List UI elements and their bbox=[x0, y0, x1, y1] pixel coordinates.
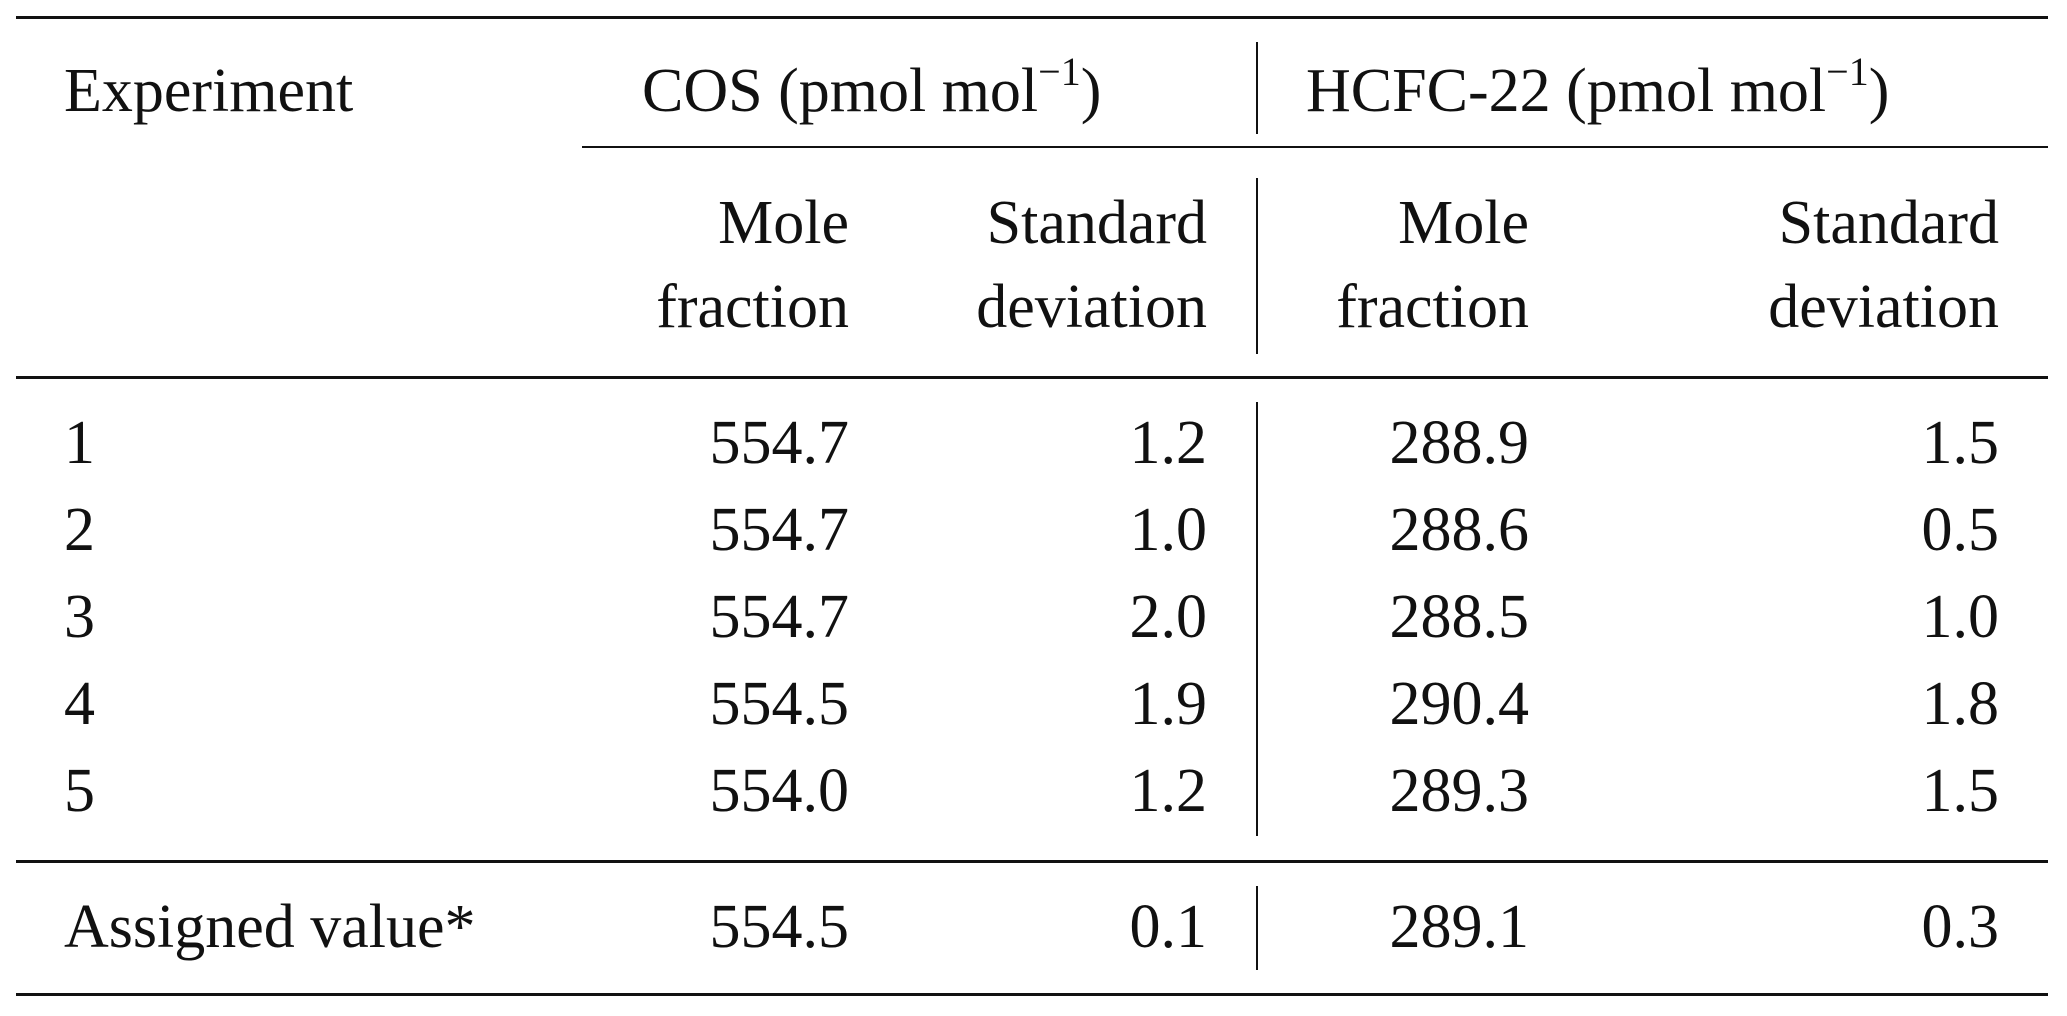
row-cos-mole: 554.7 bbox=[709, 496, 850, 564]
assigned-hcfc-mole: 289.1 bbox=[1389, 893, 1530, 961]
subheader-cos-mole-2: fraction bbox=[656, 273, 849, 341]
assigned-cos-sd: 0.1 bbox=[1129, 893, 1208, 961]
separator-subheader bbox=[1256, 178, 1258, 354]
subheader-cos-std-2: deviation bbox=[976, 273, 1207, 341]
assigned-hcfc-sd: 0.3 bbox=[1921, 893, 2000, 961]
row-experiment: 2 bbox=[64, 496, 95, 564]
header-experiment: Experiment bbox=[64, 57, 354, 125]
row-cos-sd: 1.0 bbox=[1129, 496, 1208, 564]
subheader-cos-std-1: Standard bbox=[986, 189, 1207, 257]
separator-summary bbox=[1256, 886, 1258, 970]
separator-body bbox=[1256, 402, 1258, 836]
group-underline bbox=[582, 146, 2048, 148]
row-cos-sd: 2.0 bbox=[1129, 583, 1208, 651]
header-hcfc-name: HCFC-22 (pmol mol bbox=[1306, 57, 1827, 125]
row-hcfc-sd: 1.5 bbox=[1921, 409, 2000, 477]
header-cos-sup: −1 bbox=[1038, 49, 1081, 94]
row-hcfc-mole: 289.3 bbox=[1389, 757, 1530, 825]
row-hcfc-mole: 288.5 bbox=[1389, 583, 1530, 651]
top-rule bbox=[16, 16, 2048, 19]
bottom-rule bbox=[16, 993, 2048, 996]
header-rule bbox=[16, 376, 2048, 379]
row-experiment: 4 bbox=[64, 670, 95, 738]
row-cos-sd: 1.9 bbox=[1129, 670, 1208, 738]
row-hcfc-mole: 288.9 bbox=[1389, 409, 1530, 477]
header-cos-group: COS (pmol mol−1) bbox=[642, 52, 1102, 125]
subheader-hcfc-std-1: Standard bbox=[1778, 189, 1999, 257]
subheader-hcfc-mole-2: fraction bbox=[1336, 273, 1529, 341]
row-cos-sd: 1.2 bbox=[1129, 757, 1208, 825]
assigned-label: Assigned value* bbox=[64, 893, 476, 961]
row-hcfc-mole: 288.6 bbox=[1389, 496, 1530, 564]
row-hcfc-mole: 290.4 bbox=[1389, 670, 1530, 738]
row-cos-mole: 554.7 bbox=[709, 409, 850, 477]
row-hcfc-sd: 0.5 bbox=[1921, 496, 2000, 564]
row-hcfc-sd: 1.0 bbox=[1921, 583, 2000, 651]
header-hcfc-close: ) bbox=[1868, 57, 1890, 125]
header-cos-close: ) bbox=[1080, 57, 1102, 125]
separator-group bbox=[1256, 42, 1258, 134]
row-cos-mole: 554.5 bbox=[709, 670, 850, 738]
header-hcfc-group: HCFC-22 (pmol mol−1) bbox=[1306, 52, 1890, 125]
subheader-cos-mole-1: Mole bbox=[718, 189, 849, 257]
subheader-hcfc-std-2: deviation bbox=[1768, 273, 1999, 341]
row-experiment: 3 bbox=[64, 583, 95, 651]
row-hcfc-sd: 1.5 bbox=[1921, 757, 2000, 825]
row-cos-mole: 554.0 bbox=[709, 757, 850, 825]
row-cos-sd: 1.2 bbox=[1129, 409, 1208, 477]
assigned-cos-mole: 554.5 bbox=[709, 893, 850, 961]
row-experiment: 1 bbox=[64, 409, 95, 477]
row-cos-mole: 554.7 bbox=[709, 583, 850, 651]
header-cos-name: COS (pmol mol bbox=[642, 57, 1039, 125]
subheader-hcfc-mole-1: Mole bbox=[1398, 189, 1529, 257]
header-hcfc-sup: −1 bbox=[1826, 49, 1869, 94]
row-hcfc-sd: 1.8 bbox=[1921, 670, 2000, 738]
summary-rule bbox=[16, 860, 2048, 863]
row-experiment: 5 bbox=[64, 757, 95, 825]
